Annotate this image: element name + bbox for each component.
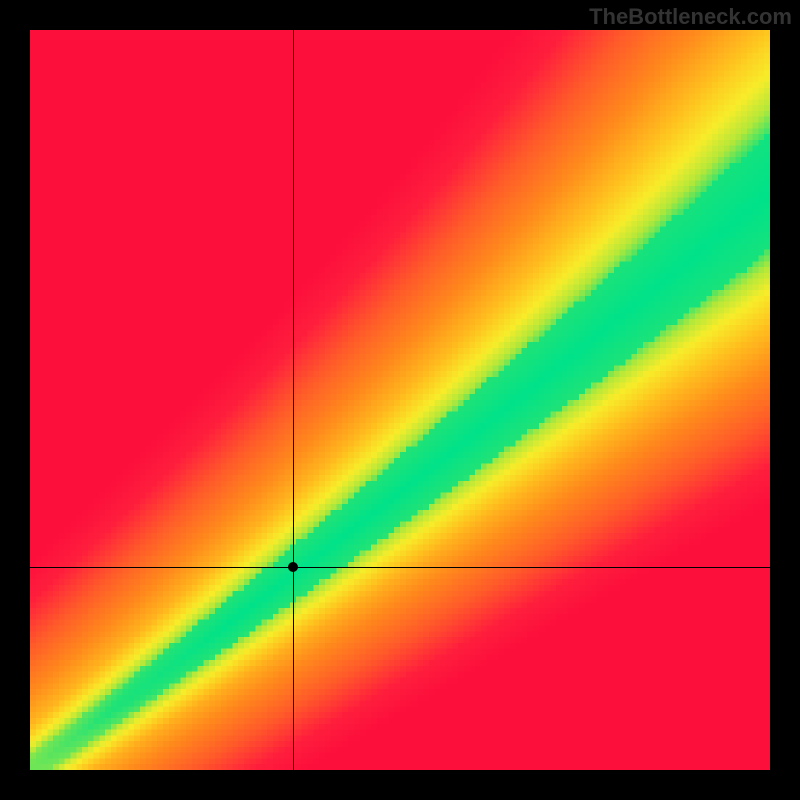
watermark-text: TheBottleneck.com — [589, 4, 792, 30]
heatmap-canvas — [30, 30, 770, 770]
crosshair-horizontal — [30, 567, 770, 568]
crosshair-vertical — [293, 30, 294, 770]
crosshair-marker — [288, 562, 298, 572]
chart-container: TheBottleneck.com — [0, 0, 800, 800]
heatmap-plot — [30, 30, 770, 770]
